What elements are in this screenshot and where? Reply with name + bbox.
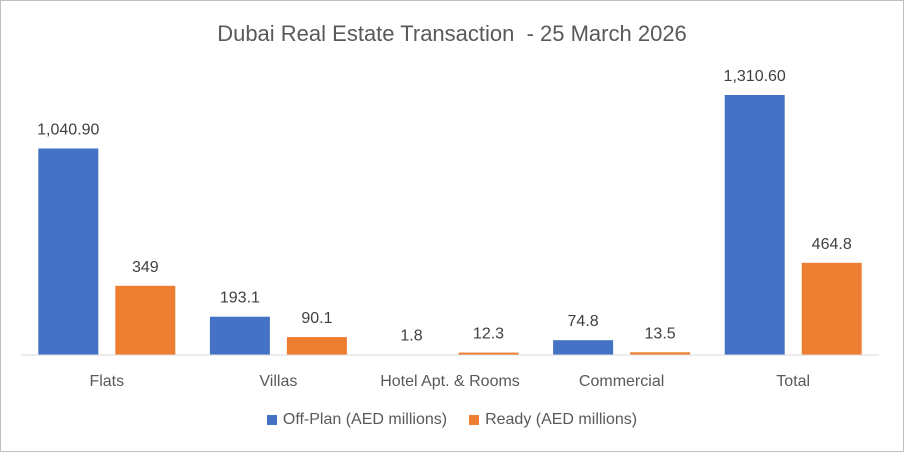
category-label-flats: Flats	[89, 373, 124, 390]
data-label-commercial-ready: 13.5	[645, 325, 676, 342]
legend-swatch-ready	[469, 415, 480, 425]
legend-swatch-off-plan	[266, 415, 277, 425]
bar-commercial-off-plan	[553, 340, 614, 355]
category-label-hotel-apt-rooms: Hotel Apt. & Rooms	[380, 373, 520, 390]
legend-entry-off-plan: Off-Plan (AED millions)	[266, 411, 448, 429]
data-label-hotel-apt-rooms-off-plan: 1.8	[400, 328, 422, 345]
data-label-villas-off-plan: 193.1	[220, 290, 260, 307]
legend: Off-Plan (AED millions) Ready (AED milli…	[1, 411, 903, 429]
category-label-villas: Villas	[259, 373, 297, 390]
data-label-flats-off-plan: 1,040.90	[37, 122, 99, 139]
data-label-flats-ready: 349	[132, 259, 159, 276]
bar-villas-off-plan	[209, 316, 270, 355]
legend-label-off-plan: Off-Plan (AED millions)	[282, 411, 448, 428]
data-label-total-ready: 464.8	[812, 236, 852, 253]
legend-entry-ready: Ready (AED millions)	[469, 411, 637, 429]
bar-total-off-plan	[724, 95, 785, 355]
bar-total-ready	[801, 262, 862, 355]
data-label-villas-ready: 90.1	[301, 310, 332, 327]
bar-hotel-apt-rooms-ready	[458, 352, 519, 355]
category-label-total: Total	[776, 373, 810, 390]
bar-commercial-ready	[630, 352, 691, 355]
bar-flats-ready	[115, 285, 176, 355]
plot-area: 1,040.90 349 Flats 193.1 90.1 Villas 1.8 12.3 Ho…	[21, 68, 879, 390]
bar-villas-ready	[286, 337, 347, 355]
data-label-hotel-apt-rooms-ready: 12.3	[473, 326, 504, 343]
chart-title: Dubai Real Estate Transaction - 25 March…	[217, 21, 687, 46]
data-label-total-off-plan: 1,310.60	[724, 68, 786, 85]
bar-flats-off-plan	[38, 148, 99, 355]
legend-label-ready: Ready (AED millions)	[485, 411, 638, 428]
data-label-commercial-off-plan: 74.8	[568, 313, 599, 330]
category-label-commercial: Commercial	[579, 373, 664, 390]
